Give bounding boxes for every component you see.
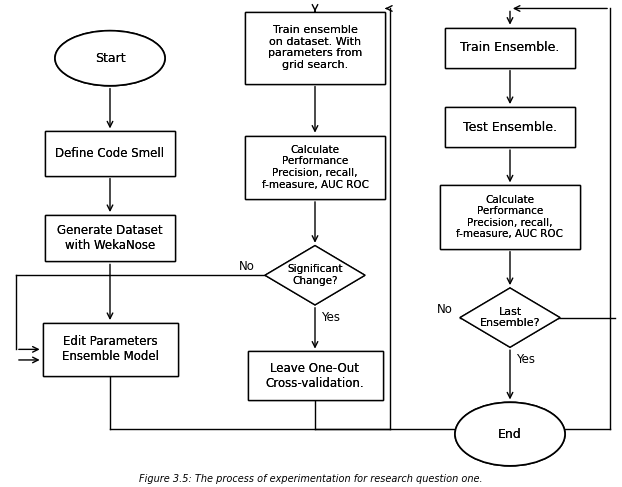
Text: Significant
Change?: Significant Change? — [287, 264, 343, 286]
Text: Train ensemble
on dataset. With
parameters from
grid search.: Train ensemble on dataset. With paramete… — [268, 25, 362, 70]
Text: End: End — [498, 428, 522, 441]
Bar — [42, 323, 177, 376]
Bar — [42, 323, 177, 376]
Text: Define Code Smell: Define Code Smell — [55, 147, 165, 160]
Bar — [248, 352, 383, 400]
Text: Generate Dataset
with WekaNose: Generate Dataset with WekaNose — [57, 224, 163, 252]
Bar — [45, 131, 175, 176]
Text: Test Ensemble.: Test Ensemble. — [463, 121, 557, 133]
Polygon shape — [265, 245, 365, 305]
Polygon shape — [460, 288, 560, 347]
Polygon shape — [460, 288, 560, 347]
Bar — [245, 12, 385, 84]
Bar — [245, 135, 385, 199]
Text: Edit Parameters
Ensemble Model: Edit Parameters Ensemble Model — [62, 336, 159, 363]
Text: Significant
Change?: Significant Change? — [287, 264, 343, 286]
Text: Train Ensemble.: Train Ensemble. — [460, 41, 560, 54]
Bar — [45, 131, 175, 176]
Bar — [440, 185, 580, 249]
Text: Figure 3.5: The process of experimentation for research question one.: Figure 3.5: The process of experimentati… — [139, 473, 483, 484]
Text: Define Code Smell: Define Code Smell — [55, 147, 165, 160]
Text: Calculate
Performance
Precision, recall,
f-measure, AUC ROC: Calculate Performance Precision, recall,… — [261, 145, 368, 189]
Bar — [445, 107, 575, 147]
Polygon shape — [265, 245, 365, 305]
Bar — [445, 107, 575, 147]
Ellipse shape — [455, 402, 565, 466]
Text: Yes: Yes — [516, 354, 536, 366]
Text: End: End — [498, 428, 522, 441]
Text: Last
Ensemble?: Last Ensemble? — [480, 307, 541, 328]
Bar — [445, 28, 575, 68]
Text: No: No — [437, 302, 453, 316]
Bar — [245, 135, 385, 199]
Text: Train Ensemble.: Train Ensemble. — [460, 41, 560, 54]
Text: Leave One-Out
Cross-validation.: Leave One-Out Cross-validation. — [266, 362, 364, 390]
Text: Edit Parameters
Ensemble Model: Edit Parameters Ensemble Model — [62, 336, 159, 363]
Text: Calculate
Performance
Precision, recall,
f-measure, AUC ROC: Calculate Performance Precision, recall,… — [457, 195, 564, 240]
Ellipse shape — [455, 402, 565, 466]
Text: Test Ensemble.: Test Ensemble. — [463, 121, 557, 133]
Text: Last
Ensemble?: Last Ensemble? — [480, 307, 541, 328]
Bar — [45, 215, 175, 262]
Text: No: No — [239, 260, 255, 273]
Bar — [45, 215, 175, 262]
Text: Start: Start — [95, 52, 125, 65]
Text: Start: Start — [95, 52, 125, 65]
Ellipse shape — [55, 31, 165, 86]
Bar — [248, 352, 383, 400]
Text: Leave One-Out
Cross-validation.: Leave One-Out Cross-validation. — [266, 362, 364, 390]
Text: Calculate
Performance
Precision, recall,
f-measure, AUC ROC: Calculate Performance Precision, recall,… — [457, 195, 564, 240]
Text: Calculate
Performance
Precision, recall,
f-measure, AUC ROC: Calculate Performance Precision, recall,… — [261, 145, 368, 189]
Text: Generate Dataset
with WekaNose: Generate Dataset with WekaNose — [57, 224, 163, 252]
Bar — [440, 185, 580, 249]
Bar — [245, 12, 385, 84]
Text: Train ensemble
on dataset. With
parameters from
grid search.: Train ensemble on dataset. With paramete… — [268, 25, 362, 70]
Ellipse shape — [55, 31, 165, 86]
Text: Yes: Yes — [322, 311, 340, 324]
Bar — [445, 28, 575, 68]
